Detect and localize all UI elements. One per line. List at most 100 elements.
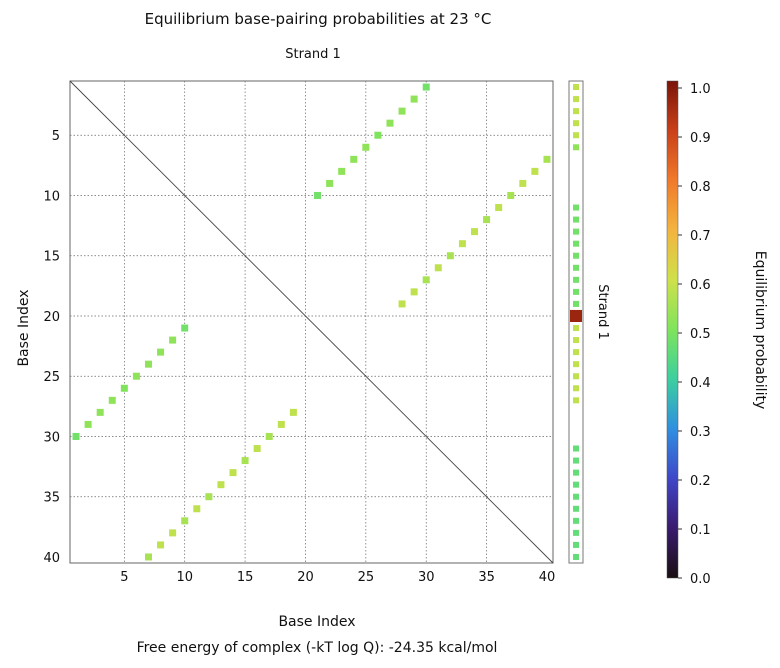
colorbar-tick-label: 0.7: [690, 229, 711, 244]
unpaired-cell: [573, 204, 579, 211]
x-tick-label: 15: [237, 570, 254, 585]
grid-lines: [70, 81, 553, 563]
pair-cell: [362, 143, 370, 151]
unpaired-cell: [573, 361, 579, 368]
pair-cell: [144, 553, 152, 561]
pair-cell: [434, 264, 442, 272]
unpaired-cell: [573, 228, 579, 235]
pair-cell: [84, 420, 92, 428]
pair-cell: [422, 83, 430, 91]
pair-cell: [96, 408, 104, 416]
colorbar-tick-label: 0.5: [690, 327, 711, 342]
unpaired-cell: [573, 216, 579, 223]
pair-cell: [72, 432, 80, 440]
x-tick-label: 10: [176, 570, 193, 585]
x-tick-label: 40: [539, 570, 556, 585]
chart-subtitle: Strand 1: [285, 47, 341, 62]
pair-cell: [120, 384, 128, 392]
pair-cell: [543, 155, 551, 163]
unpaired-cell: [573, 349, 579, 356]
unpaired-cell: [573, 481, 579, 488]
y-axis-label: Base Index: [16, 289, 32, 366]
x-axis-label: Base Index: [278, 614, 355, 630]
footer-free-energy: Free energy of complex (-kT log Q): -24.…: [137, 640, 498, 656]
pair-cell: [277, 420, 285, 428]
pair-cell: [410, 288, 418, 296]
colorbar: [666, 80, 679, 579]
pair-cell: [519, 179, 527, 187]
pair-cell: [157, 348, 165, 356]
pair-cell: [398, 300, 406, 308]
unpaired-cell: [573, 541, 579, 548]
pair-cell: [338, 167, 346, 175]
x-tick-label: 5: [120, 570, 128, 585]
y-tick-label: 15: [43, 250, 60, 265]
diagonal-line: [69, 80, 554, 564]
colorbar-tick-label: 0.8: [690, 180, 711, 195]
x-tick-labels: 5 10 15 20 25 30 35 40: [120, 570, 555, 585]
pair-cell: [229, 469, 237, 477]
unpaired-cell: [573, 493, 579, 500]
unpaired-cell: [573, 469, 579, 476]
x-tick-label: 20: [297, 570, 314, 585]
pair-cell: [422, 276, 430, 284]
unpaired-cell: [573, 300, 579, 307]
unpaired-cell: [573, 120, 579, 127]
pair-cell: [144, 360, 152, 368]
unpaired-cell: [573, 445, 579, 452]
pair-cell: [253, 445, 261, 453]
unpaired-cell: [573, 96, 579, 103]
unpaired-cell: [573, 108, 579, 115]
unpaired-cell: [573, 252, 579, 259]
y-tick-label: 30: [43, 430, 60, 445]
unpaired-cell: [573, 457, 579, 464]
y-tick-label: 5: [52, 129, 60, 144]
y-tick-label: 40: [43, 551, 60, 566]
unpaired-cell: [573, 553, 579, 560]
pair-cell: [181, 324, 189, 332]
pair-cell: [217, 481, 225, 489]
x-tick-label: 25: [358, 570, 375, 585]
colorbar-tick-label: 0.6: [690, 278, 711, 293]
pair-cell: [157, 541, 165, 549]
pair-cell: [314, 191, 322, 199]
pair-cell: [326, 179, 334, 187]
unpaired-cell: [573, 385, 579, 392]
pair-cell: [495, 204, 503, 212]
pair-cell: [132, 372, 140, 380]
pair-cell: [205, 493, 213, 501]
unpaired-cell: [573, 337, 579, 344]
pair-cells: [72, 83, 551, 561]
colorbar-tick-label: 0.3: [690, 425, 711, 440]
y-tick-label: 25: [43, 370, 60, 385]
pair-cell: [181, 517, 189, 525]
pair-cell: [374, 131, 382, 139]
unpaired-cell: [573, 276, 579, 283]
pair-cell: [398, 107, 406, 115]
plot-frame: [69, 80, 554, 564]
unpaired-cell: [573, 529, 579, 536]
pair-cell: [108, 396, 116, 404]
colorbar-tick-label: 0.2: [690, 474, 711, 489]
pair-cell: [483, 216, 491, 224]
colorbar-tick-label: 0.4: [690, 376, 711, 391]
unpaired-cell: [573, 240, 579, 247]
colorbar-ticks: 0.0 0.1 0.2 0.3 0.4 0.5 0.6 0.7 0.8 0.9 1.0: [678, 82, 711, 587]
colorbar-tick-label: 0.9: [690, 131, 711, 146]
unpaired-cell: [573, 264, 579, 271]
pair-cell: [386, 119, 394, 127]
unpaired-cell: [573, 132, 579, 139]
pair-cell: [458, 240, 466, 248]
y-tick-label: 20: [43, 310, 60, 325]
pair-cell: [169, 336, 177, 344]
colorbar-tick-label: 1.0: [690, 82, 711, 97]
pair-cell: [289, 408, 297, 416]
pair-cell: [265, 432, 273, 440]
pair-cell: [507, 191, 515, 199]
unpaired-cell: [573, 288, 579, 295]
colorbar-tick-label: 0.0: [690, 572, 711, 587]
pair-cell: [241, 457, 249, 465]
unpaired-cell: [573, 373, 579, 380]
unpaired-cell: [573, 144, 579, 151]
